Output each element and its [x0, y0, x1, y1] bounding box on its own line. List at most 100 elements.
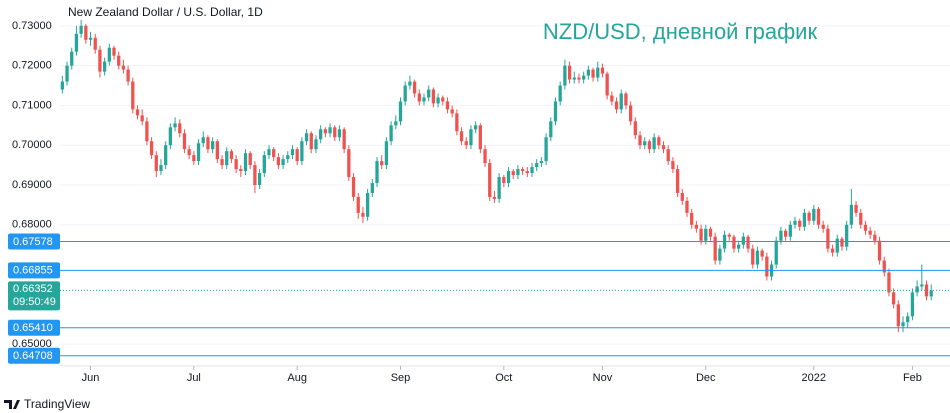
candle-body — [187, 149, 191, 156]
candle-body — [394, 121, 398, 126]
candle-body — [830, 248, 835, 253]
candle-body — [779, 230, 783, 241]
candle-body — [370, 183, 374, 193]
price-label: 0.67578 — [13, 236, 53, 248]
x-tick-label: 2022 — [802, 372, 826, 384]
x-tick-label: Jun — [82, 372, 100, 384]
candle-body — [816, 208, 821, 225]
candle-body — [718, 248, 722, 261]
candle-body — [445, 101, 450, 110]
candle-body — [530, 167, 534, 174]
candle-body — [478, 125, 482, 150]
candle-body — [474, 125, 478, 130]
candle-body — [614, 101, 619, 110]
candle-body — [248, 153, 252, 166]
candle-body — [835, 238, 839, 253]
candle-body — [333, 127, 337, 138]
candle-body — [323, 129, 327, 134]
candle-body — [417, 93, 421, 102]
candle-body — [765, 256, 769, 277]
candle-body — [520, 169, 525, 172]
candle-body — [60, 81, 64, 90]
candle-body — [591, 69, 595, 78]
candle-body — [760, 250, 764, 257]
plot-area — [60, 19, 950, 345]
candle-body — [901, 322, 905, 327]
candle-body — [863, 224, 868, 231]
candle-body — [290, 149, 295, 156]
candle-body — [149, 141, 154, 156]
chart-title: New Zealand Dollar / U.S. Dollar, 1D — [68, 5, 263, 19]
x-tick-label: Oct — [495, 372, 512, 384]
current-price-label: 0.66352 — [13, 283, 53, 295]
candle-body — [337, 129, 342, 138]
candle-body — [873, 234, 877, 241]
candle-body — [135, 109, 140, 116]
candle-body — [671, 161, 675, 170]
candle-body — [84, 25, 88, 40]
candle-body — [572, 77, 576, 80]
candle-body — [168, 127, 173, 146]
candle-body — [365, 192, 370, 217]
candle-body — [192, 155, 196, 162]
y-tick-label: 0.71000 — [12, 99, 52, 111]
candle-body — [906, 316, 910, 323]
candle-body — [798, 220, 802, 227]
candle-body — [727, 234, 731, 237]
candle-body — [380, 161, 384, 166]
candle-body — [920, 284, 924, 287]
candle-body — [704, 228, 708, 241]
candle-body — [638, 135, 642, 146]
candle-body — [178, 123, 182, 134]
candle-body — [112, 47, 116, 56]
candle-body — [351, 177, 356, 197]
candle-body — [436, 97, 440, 104]
candle-body — [98, 49, 102, 72]
candle-body — [267, 149, 271, 156]
candle-body — [563, 65, 567, 86]
candle-body — [328, 127, 332, 134]
candle-body — [215, 141, 219, 160]
candle-body — [412, 81, 417, 94]
countdown-label: 09:50:49 — [13, 296, 56, 308]
candle-body — [511, 171, 515, 176]
candle-body — [210, 141, 215, 150]
candle-body — [145, 121, 149, 142]
candle-body — [812, 208, 816, 221]
candle-body — [253, 165, 257, 185]
candle-body — [605, 73, 609, 96]
candle-body — [88, 37, 93, 40]
candle-body — [121, 65, 126, 70]
candle-body — [497, 177, 501, 199]
candle-body — [558, 85, 562, 102]
candle-body — [737, 244, 741, 249]
candle-body — [347, 149, 351, 178]
current-price-box — [8, 281, 60, 311]
candle-body — [450, 109, 454, 114]
candle-body — [389, 125, 393, 142]
candle-body — [201, 137, 205, 144]
candle-body — [140, 115, 144, 122]
price-label-box — [8, 347, 60, 364]
candle-body — [356, 196, 360, 213]
candle-body — [567, 65, 572, 80]
candle-body — [807, 212, 811, 221]
candle-body — [924, 284, 929, 297]
y-tick-label: 0.68000 — [12, 219, 52, 231]
candle-body — [234, 159, 238, 170]
candle-body — [276, 157, 281, 166]
x-tick-label: Aug — [287, 372, 307, 384]
candle-body — [506, 171, 511, 183]
candle-body — [281, 159, 285, 166]
price-label-box — [8, 262, 60, 279]
candle-body — [652, 137, 656, 150]
y-tick-label: 0.70000 — [12, 139, 52, 151]
candle-body — [408, 81, 412, 86]
candle-body — [309, 133, 313, 150]
candle-body — [600, 67, 605, 74]
candle-body — [229, 151, 234, 160]
candle-body — [319, 129, 323, 140]
candle-body — [74, 33, 79, 52]
candle-body — [610, 95, 614, 102]
candle-body — [854, 204, 858, 213]
